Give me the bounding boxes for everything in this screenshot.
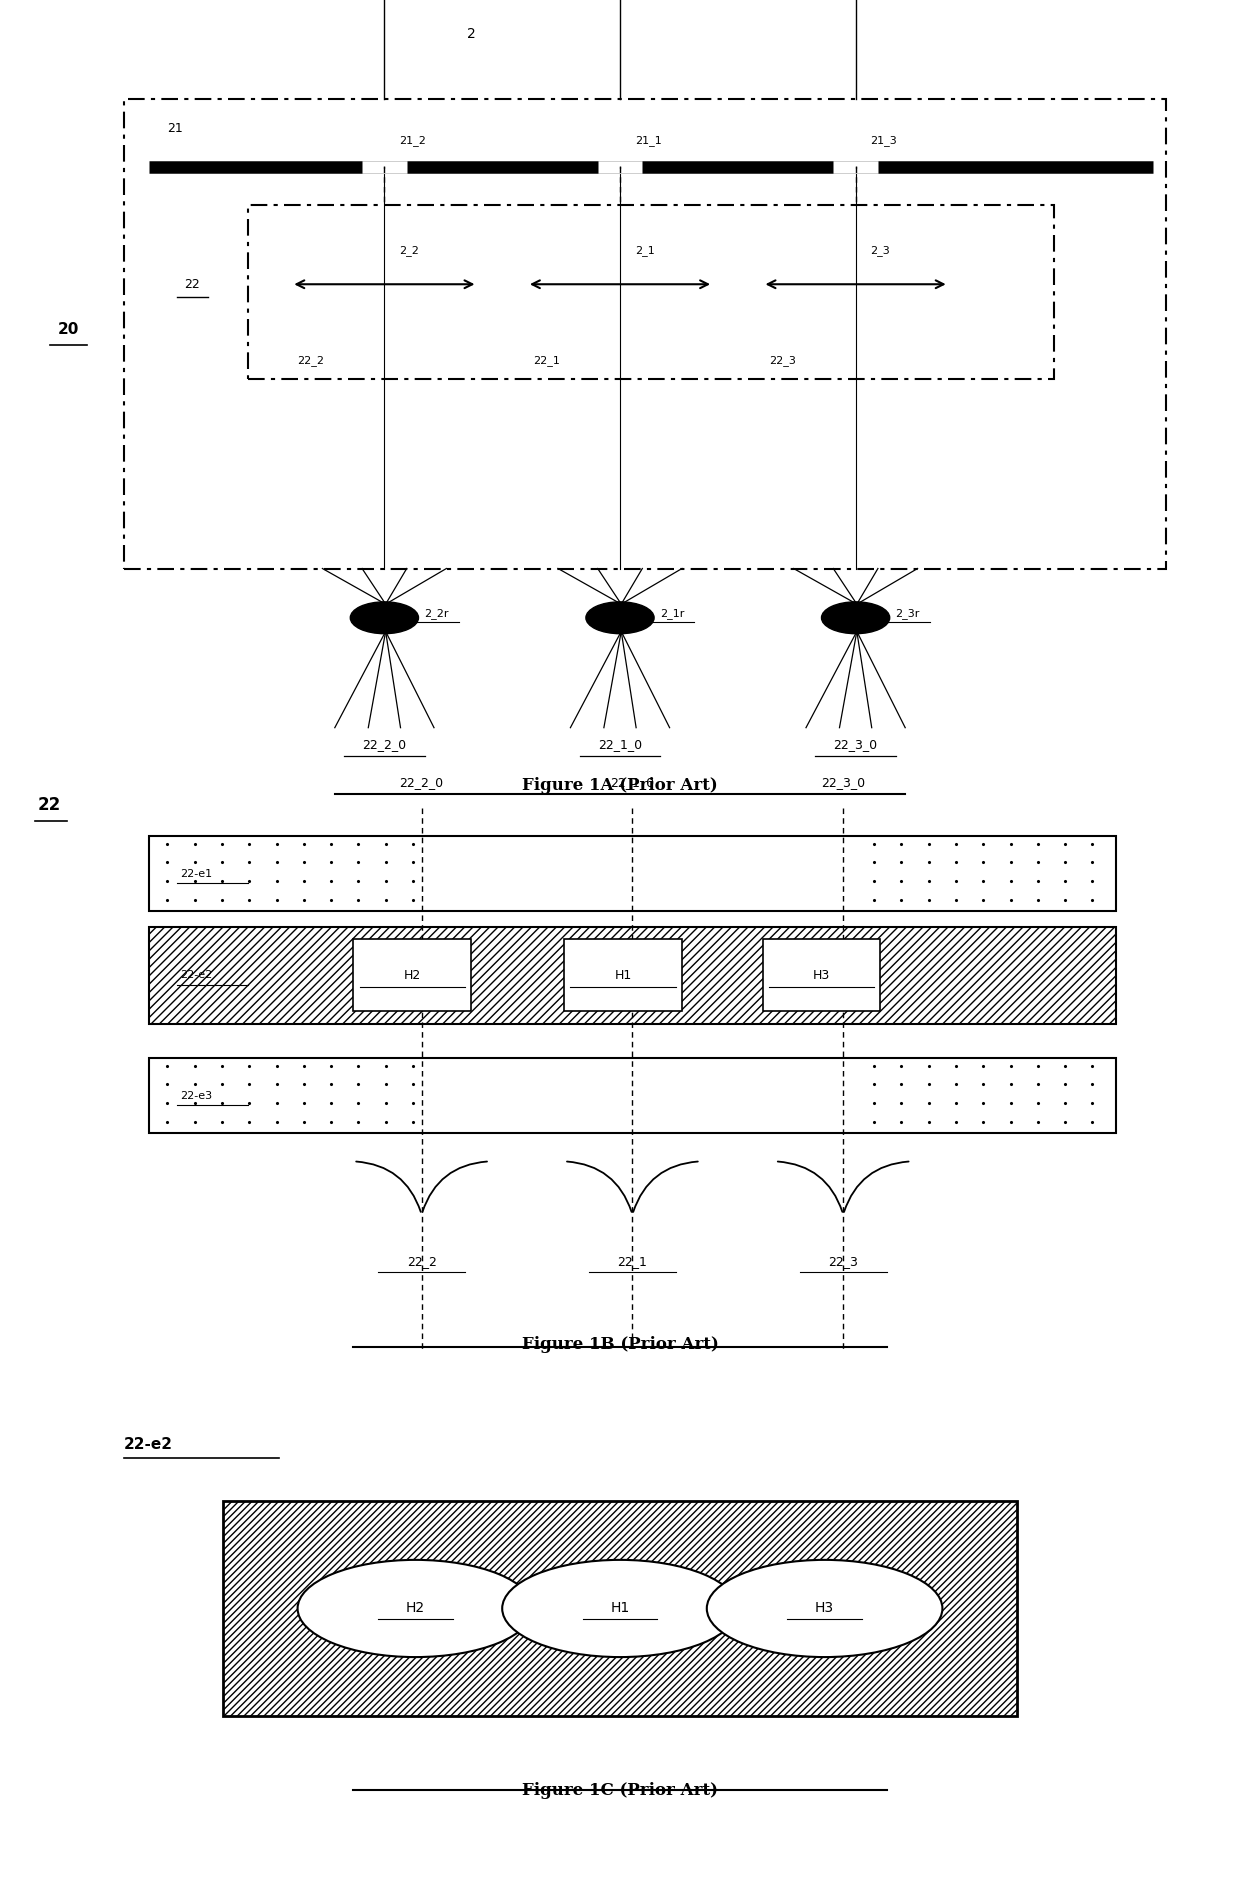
Text: H2: H2 bbox=[405, 1601, 425, 1615]
Text: 22_2_0: 22_2_0 bbox=[399, 777, 444, 790]
Text: 22-e2: 22-e2 bbox=[124, 1436, 174, 1452]
Bar bbox=[248, 205, 1054, 379]
Text: H3: H3 bbox=[815, 1601, 835, 1615]
Text: H3: H3 bbox=[813, 968, 830, 982]
Ellipse shape bbox=[821, 603, 889, 633]
Text: Figure 1C (Prior Art): Figure 1C (Prior Art) bbox=[522, 1783, 718, 1800]
Text: 2_2: 2_2 bbox=[399, 244, 419, 256]
Text: 2_3: 2_3 bbox=[870, 244, 890, 256]
Circle shape bbox=[707, 1560, 942, 1656]
Text: 22_3_0: 22_3_0 bbox=[833, 737, 878, 750]
Ellipse shape bbox=[350, 603, 419, 633]
Bar bbox=[763, 940, 880, 1012]
Text: 22: 22 bbox=[38, 796, 61, 813]
Text: H1: H1 bbox=[615, 968, 631, 982]
Text: H1: H1 bbox=[610, 1601, 630, 1615]
Text: Figure 1A (Prior Art): Figure 1A (Prior Art) bbox=[522, 777, 718, 794]
Bar bbox=[149, 927, 1116, 1023]
Text: 22_1_0: 22_1_0 bbox=[598, 737, 642, 750]
Text: 22_3: 22_3 bbox=[769, 354, 796, 366]
Text: 2_1: 2_1 bbox=[635, 244, 655, 256]
Circle shape bbox=[502, 1560, 738, 1656]
Text: 21_1: 21_1 bbox=[635, 135, 662, 146]
Text: 22: 22 bbox=[185, 279, 200, 290]
Text: 22_3: 22_3 bbox=[828, 1254, 858, 1268]
Text: 22_1: 22_1 bbox=[618, 1254, 647, 1268]
Text: 2_1r: 2_1r bbox=[660, 608, 684, 620]
Text: 22_2: 22_2 bbox=[298, 354, 325, 366]
Bar bbox=[564, 940, 682, 1012]
Text: 21_3: 21_3 bbox=[870, 135, 898, 146]
Bar bbox=[149, 1057, 1116, 1133]
Text: H2: H2 bbox=[404, 968, 420, 982]
Text: 2_3r: 2_3r bbox=[895, 608, 920, 620]
Text: 22_2_0: 22_2_0 bbox=[362, 737, 407, 750]
Text: 2: 2 bbox=[466, 27, 476, 42]
Bar bbox=[223, 1501, 1017, 1717]
Text: 22-e1: 22-e1 bbox=[180, 868, 212, 879]
Bar bbox=[353, 940, 471, 1012]
Ellipse shape bbox=[585, 603, 655, 633]
Text: 21: 21 bbox=[167, 123, 184, 135]
Text: 2_2r: 2_2r bbox=[424, 608, 449, 620]
Text: 21_2: 21_2 bbox=[399, 135, 427, 146]
Bar bbox=[124, 99, 1166, 568]
Text: 22_3_0: 22_3_0 bbox=[821, 777, 866, 790]
Text: 22_2: 22_2 bbox=[407, 1254, 436, 1268]
Text: 22-e2: 22-e2 bbox=[180, 970, 212, 980]
Circle shape bbox=[298, 1560, 533, 1656]
Text: 22_1_0: 22_1_0 bbox=[610, 777, 655, 790]
Text: 22_1: 22_1 bbox=[533, 354, 560, 366]
Text: 22-e3: 22-e3 bbox=[180, 1092, 212, 1101]
Text: Figure 1B (Prior Art): Figure 1B (Prior Art) bbox=[522, 1336, 718, 1353]
Text: 20: 20 bbox=[57, 322, 79, 337]
Bar bbox=[149, 836, 1116, 911]
